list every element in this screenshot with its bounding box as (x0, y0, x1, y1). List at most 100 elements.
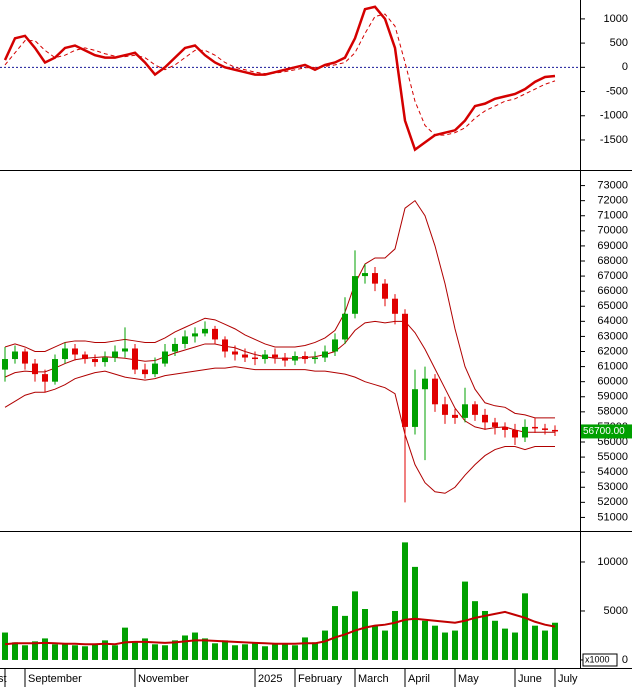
volume-bar (342, 615, 348, 660)
x-tick-label: July (558, 673, 578, 685)
volume-bar (42, 638, 48, 660)
candle-body (452, 414, 458, 418)
volume-bar (542, 630, 548, 660)
y-tick-label: 69000 (597, 240, 628, 252)
candle-body (502, 426, 508, 430)
y-tick-label: -500 (606, 85, 628, 97)
x-tick-label: st (0, 673, 7, 685)
candle-body (62, 348, 68, 360)
line-series (4, 13, 556, 136)
volume-bar (382, 630, 388, 660)
candle-body (52, 359, 58, 382)
candle-body (222, 339, 228, 352)
candle-body (162, 351, 168, 364)
candle-body (72, 348, 78, 355)
candle-body (152, 363, 158, 375)
candle-body (492, 422, 498, 427)
volume-bar (242, 644, 248, 660)
line-series (4, 320, 555, 433)
volume-bar (282, 643, 288, 660)
y-tick-label: 67000 (597, 270, 628, 282)
volume-bar (472, 601, 478, 660)
candle-body (132, 348, 138, 370)
volume-bar (82, 646, 88, 660)
volume-bar (522, 593, 528, 660)
y-tick-label: 65000 (597, 300, 628, 312)
line-series (4, 610, 556, 646)
y-tick-label: 10000 (597, 556, 628, 568)
candle-body (292, 356, 298, 361)
y-tick-label: 5000 (604, 605, 628, 617)
candle-body (302, 356, 308, 360)
volume-bar (312, 642, 318, 660)
volume-bar (102, 640, 108, 660)
unit-label: x1000 (585, 654, 610, 664)
candle-body (412, 389, 418, 427)
candle-body (522, 426, 528, 438)
y-tick-label: 62000 (597, 345, 628, 357)
x-tick-label: November (138, 673, 189, 685)
line-series (4, 199, 555, 419)
volume-bar (52, 644, 58, 660)
volume-bar (172, 640, 178, 660)
unit-box (582, 653, 618, 667)
volume-bar (362, 609, 368, 660)
volume-bar (152, 644, 158, 660)
y-tick-label: 0 (622, 654, 628, 666)
volume-bar (442, 632, 448, 660)
volume-bar (22, 645, 28, 660)
volume-bar (422, 620, 428, 660)
volume-bar (192, 632, 198, 660)
y-tick-label: 59000 (597, 391, 628, 403)
candle-body (112, 351, 118, 358)
candle-body (212, 328, 218, 340)
volume-bar (322, 630, 328, 660)
candle-body (242, 354, 248, 358)
candle-body (312, 357, 318, 360)
volume-bar (372, 625, 378, 660)
volume-bar (252, 642, 258, 660)
line-series (3, 5, 556, 152)
x-tick-label: June (518, 673, 542, 685)
volume-bar (222, 640, 228, 660)
volume-bar (482, 610, 488, 660)
candle-body (202, 328, 208, 334)
x-tick-label: February (298, 673, 343, 685)
candle-body (442, 404, 448, 415)
y-tick-label: 60000 (597, 376, 628, 388)
volume-bar (402, 542, 408, 660)
candle-body (482, 414, 488, 423)
x-tick-label: April (408, 673, 430, 685)
candle-body (432, 378, 438, 405)
y-tick-label: 51000 (597, 511, 628, 523)
candle-body (172, 343, 178, 352)
y-tick-label: 72000 (597, 195, 628, 207)
volume-bar (262, 646, 268, 660)
volume-bar (412, 566, 418, 660)
y-tick-label: 66000 (597, 285, 628, 297)
y-tick-label: 73000 (597, 179, 628, 191)
y-tick-label: 55000 (597, 451, 628, 463)
last-price-box (581, 424, 632, 439)
volume-bar (292, 645, 298, 660)
candle-body (272, 354, 278, 358)
candle-body (532, 426, 538, 429)
candle-body (322, 351, 328, 358)
candle-body (552, 429, 558, 432)
candle-body (382, 283, 388, 299)
candle-body (182, 336, 188, 344)
volume-bar (72, 645, 78, 660)
volume-bar (12, 642, 18, 660)
volume-bar (512, 632, 518, 660)
volume-bar (132, 642, 138, 660)
candle-body (252, 357, 258, 360)
volume-bar (62, 643, 68, 660)
y-tick-label: 54000 (597, 466, 628, 478)
candle-body (42, 374, 48, 382)
volume-bar (272, 644, 278, 660)
y-tick-label: 0 (622, 61, 628, 73)
y-tick-label: -1500 (600, 134, 628, 146)
x-tick-label: September (28, 673, 82, 685)
